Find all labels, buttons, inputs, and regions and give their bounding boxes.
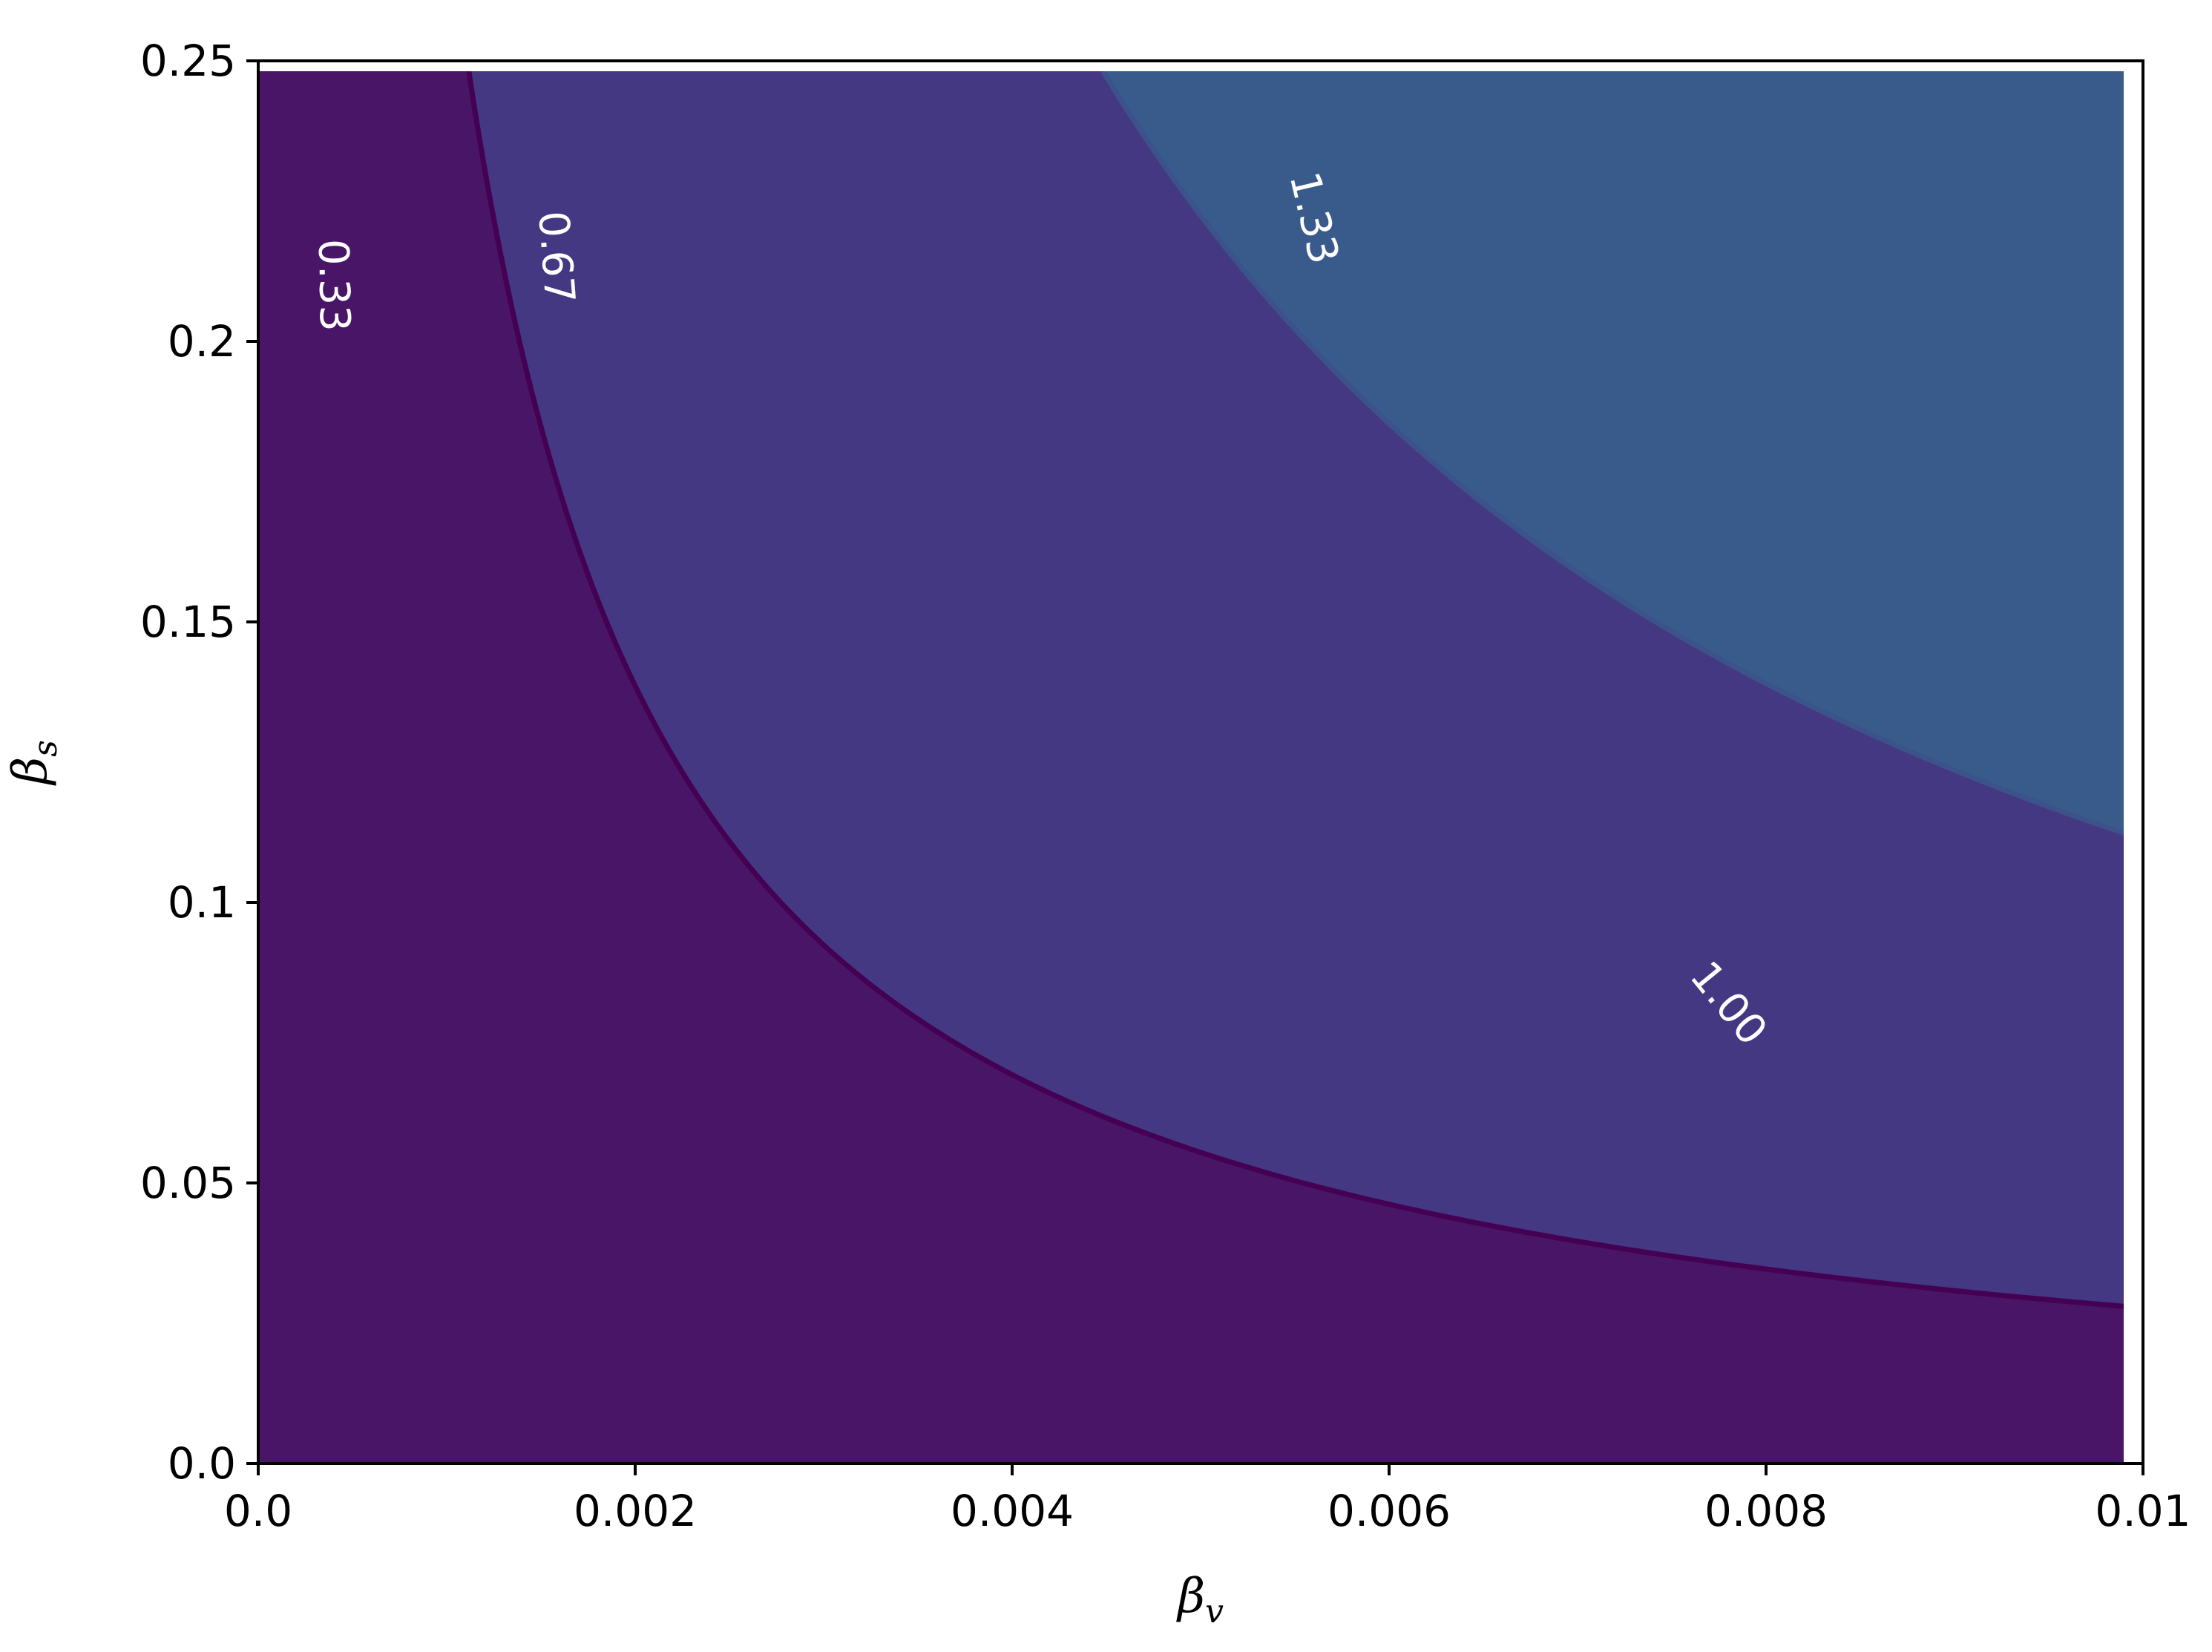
- y-tick-label: 0.25: [140, 36, 236, 86]
- x-axis: 0.0 0.002 0.004 0.006 0.008 0.01: [224, 1463, 2191, 1536]
- y-tick-label: 0.15: [140, 597, 236, 647]
- y-tick-label: 0.05: [140, 1158, 236, 1208]
- x-tick-label: 0.01: [2095, 1486, 2190, 1536]
- x-axis-label: βv: [1176, 1569, 1224, 1630]
- contour-line-0.333: [466, 71, 2124, 1309]
- y-tick-label: 0.1: [168, 877, 236, 928]
- axis-label-subscript: v: [1205, 1593, 1224, 1630]
- contour-line-0.667: [1100, 71, 2124, 836]
- y-axis-label: βs: [3, 740, 65, 786]
- filled-region-2: [1103, 71, 2124, 833]
- x-tick-label: 0.008: [1704, 1486, 1828, 1536]
- axis-label-symbol: β: [1176, 1569, 1205, 1624]
- y-tick-label: 0.0: [168, 1438, 236, 1489]
- y-axis: 0.0 0.05 0.1 0.15 0.2 0.25: [140, 36, 258, 1489]
- axis-label-symbol: β: [3, 757, 58, 786]
- contour-lines: [466, 71, 2124, 1309]
- x-tick-label: 0.004: [951, 1486, 1074, 1536]
- x-tick-label: 0.0: [224, 1486, 292, 1536]
- contour-label-0.67: 0.67: [528, 209, 583, 305]
- axes-frame: [257, 59, 2144, 1465]
- filled-contours: [258, 71, 2124, 1463]
- contour-label-0.33: 0.33: [309, 238, 358, 332]
- x-tick-label: 0.002: [574, 1486, 697, 1536]
- y-tick-label: 0.2: [168, 316, 236, 367]
- axis-label-subscript: s: [27, 740, 65, 757]
- x-tick-label: 0.006: [1327, 1486, 1451, 1536]
- plot-area: [258, 71, 2124, 1463]
